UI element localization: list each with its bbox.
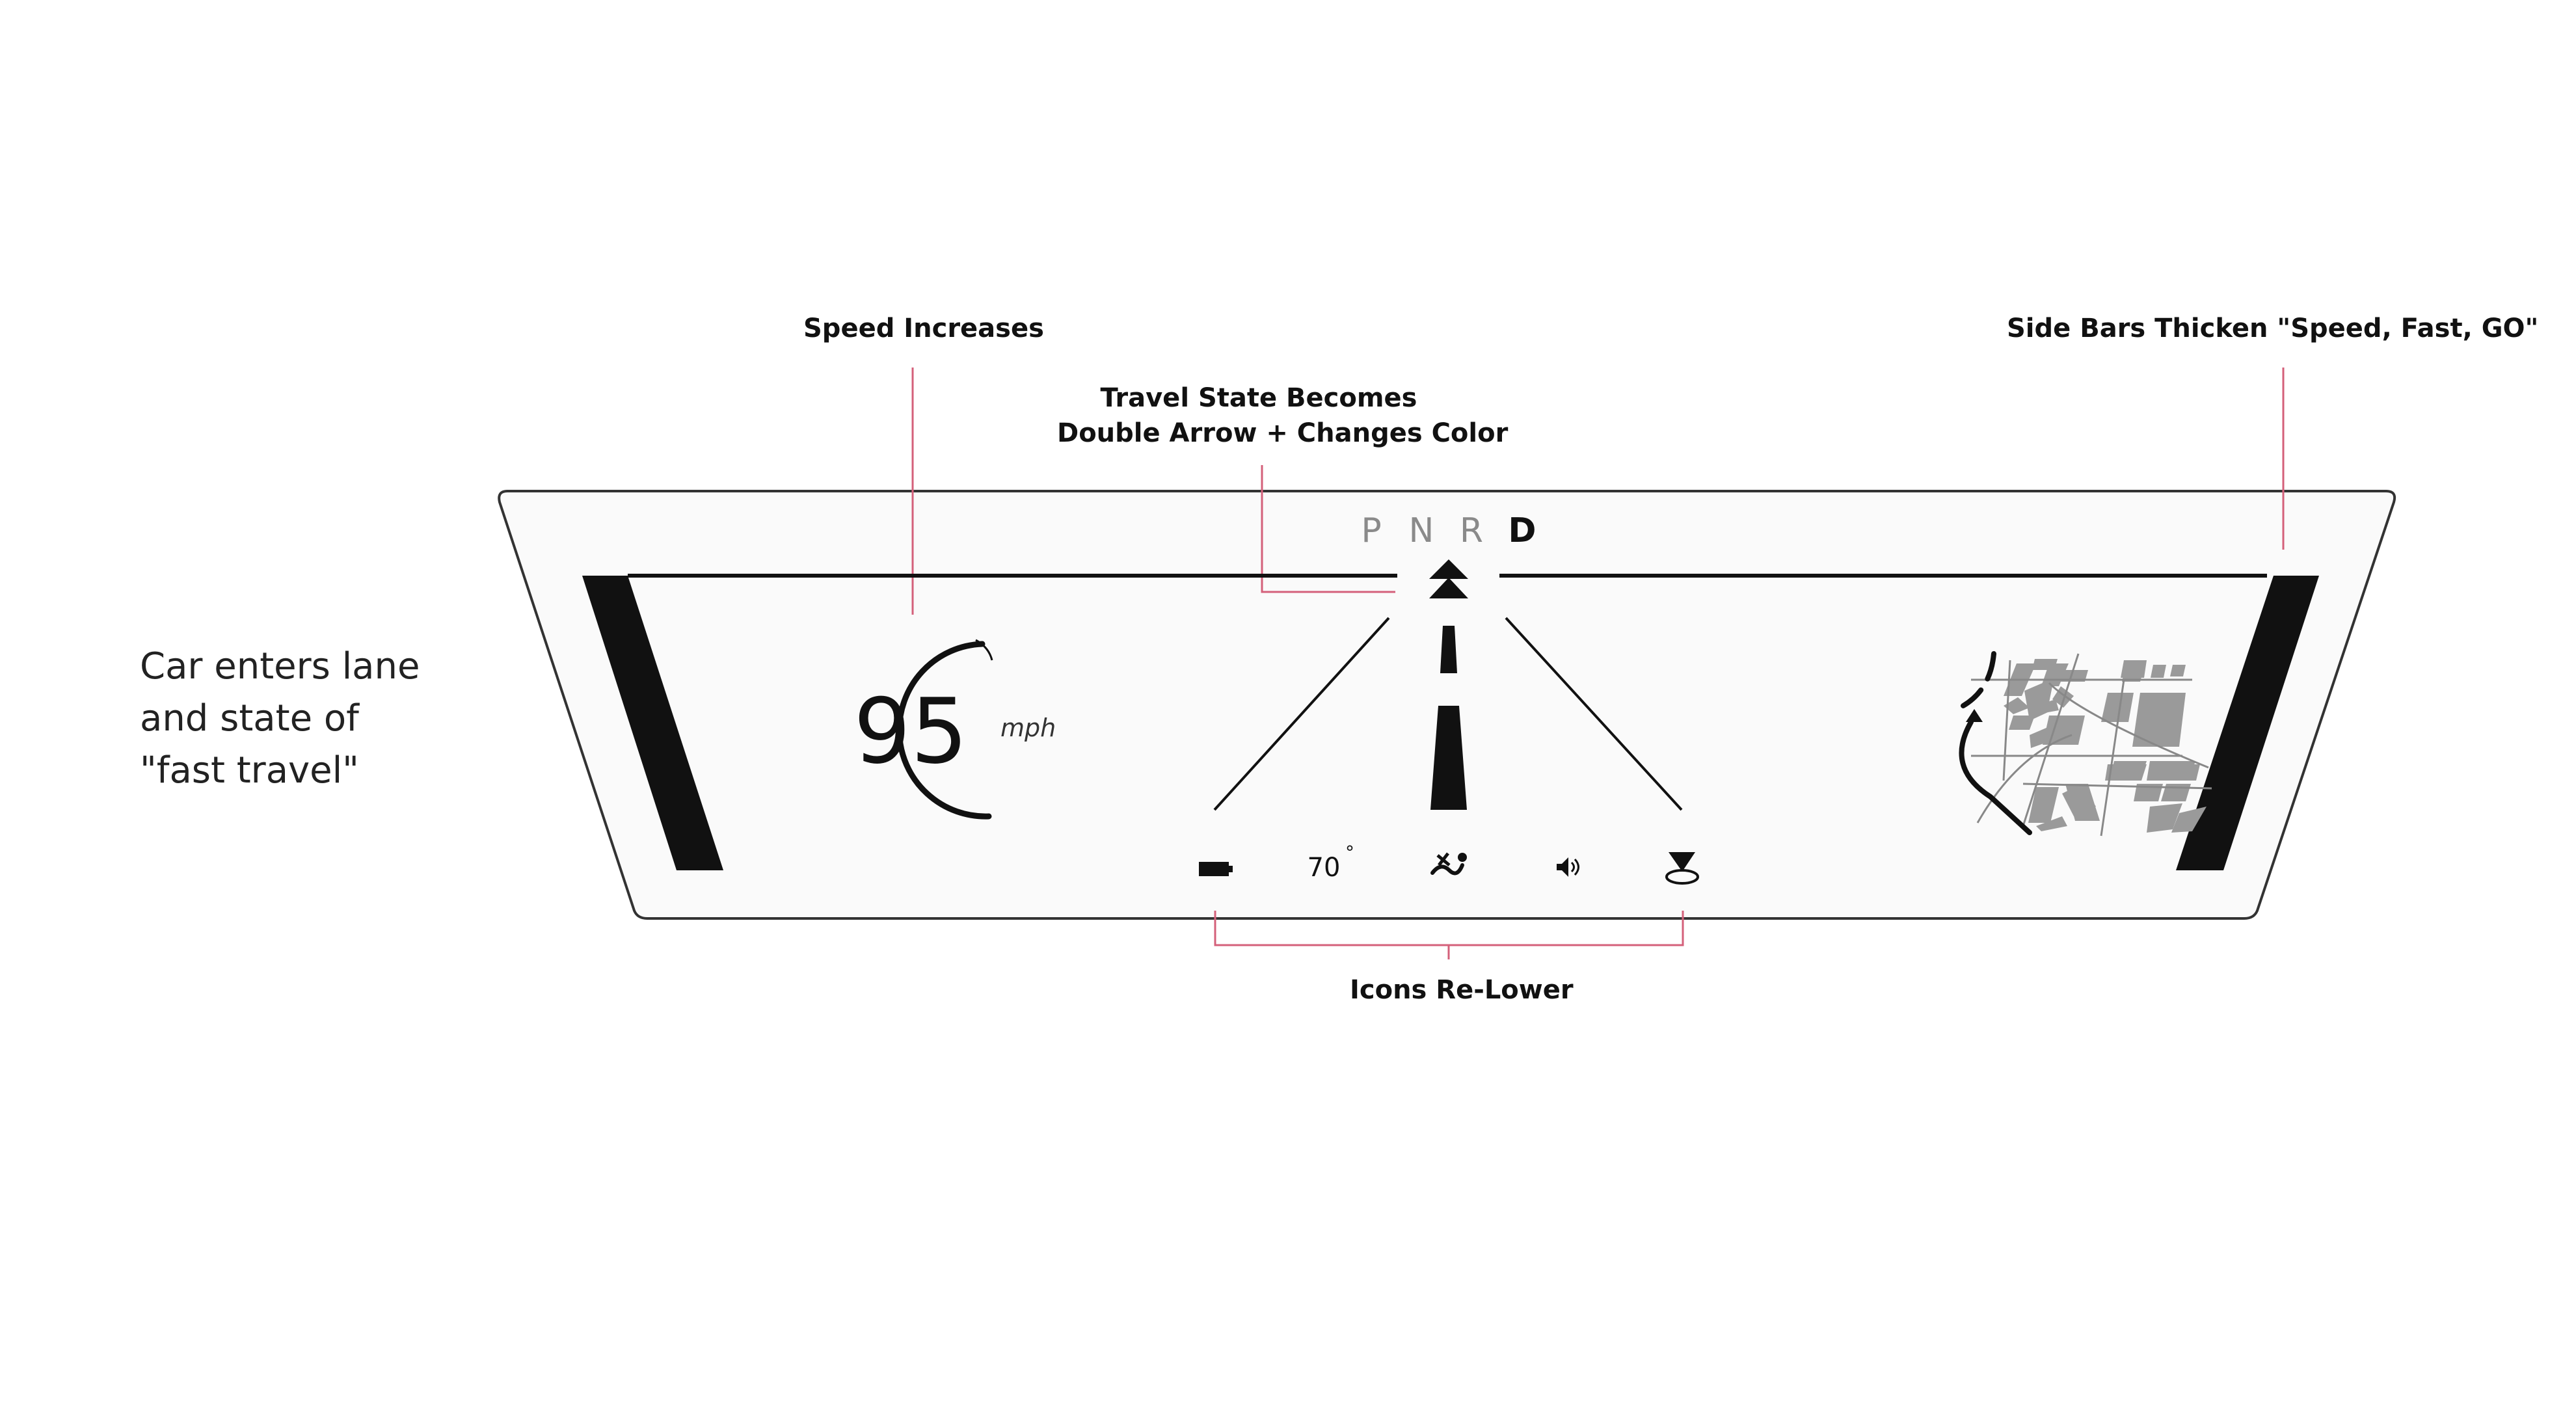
description-line-3: "fast travel"	[140, 749, 359, 792]
climate-fan-icon[interactable]	[1430, 852, 1467, 876]
annotation-travel-state: Travel State Becomes Double Arrow + Chan…	[1057, 381, 1509, 451]
annotation-icons-relower: Icons Re-Lower	[1350, 975, 1574, 1005]
gear-selector: P N R D	[1361, 511, 1536, 550]
map-route	[1959, 651, 2032, 835]
mini-map[interactable]	[1959, 651, 2212, 836]
double-arrow-icon	[1429, 559, 1468, 598]
map-position-arrow-icon	[1966, 709, 1983, 722]
display-frame	[498, 490, 2396, 920]
speed-gauge-tail	[975, 639, 993, 661]
gear-n[interactable]: N	[1409, 511, 1434, 550]
navigation-pin-icon[interactable]	[1665, 852, 1699, 885]
annotation-travel-state-line-1: Travel State Becomes	[1100, 383, 1417, 413]
temperature-unit: °	[1345, 842, 1354, 863]
description-line-1: Car enters lane	[140, 645, 420, 688]
center-lane-dash-1	[1440, 626, 1457, 673]
status-icons: 70 °	[1199, 842, 1699, 885]
lane-line-right	[1505, 617, 1683, 811]
gear-d-active[interactable]: D	[1508, 511, 1536, 550]
gear-r[interactable]: R	[1460, 511, 1483, 550]
speedometer: 95 mph	[853, 639, 1056, 820]
lane-line-left	[1213, 617, 1390, 811]
temperature-value[interactable]: 70	[1308, 853, 1341, 883]
description-line-2: and state of	[140, 697, 359, 740]
map-blocks-large	[2028, 693, 2200, 826]
annotation-side-bars: Side Bars Thicken "Speed, Fast, GO"	[2007, 314, 2539, 343]
callout-lines	[911, 368, 2285, 959]
description-text: Car enters lane and state of "fast trave…	[140, 641, 420, 797]
speed-value: 95	[853, 679, 968, 784]
center-lane-dash-2	[1430, 706, 1467, 810]
map-streets	[1971, 653, 2212, 836]
side-bar-right	[2176, 576, 2319, 870]
speed-unit: mph	[1000, 714, 1056, 742]
side-bar-left	[582, 576, 723, 870]
annotation-speed-increases: Speed Increases	[803, 314, 1044, 343]
callout-travel-state	[1261, 465, 1395, 593]
battery-icon[interactable]	[1199, 862, 1233, 876]
gear-p[interactable]: P	[1361, 511, 1381, 550]
annotation-travel-state-line-2: Double Arrow + Changes Color	[1057, 418, 1509, 448]
volume-icon[interactable]	[1557, 857, 1579, 877]
speed-gauge-arc	[896, 641, 992, 820]
